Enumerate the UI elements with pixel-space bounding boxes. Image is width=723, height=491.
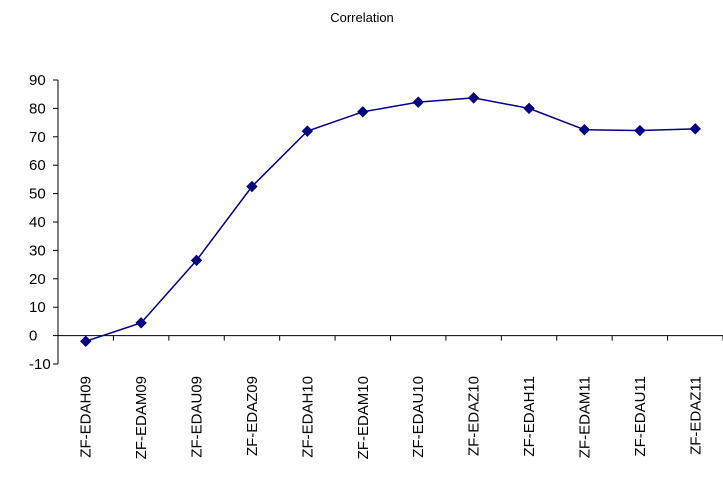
data-point-marker [523,102,535,115]
x-axis-ticks: ZF-EDAH09 ZF-EDAM09 ZF-EDAU09 ZF-EDAZ09 ZF-E… [57,335,723,459]
y-tick-label: 0 [29,328,37,345]
y-axis-ticks: -10 0 10 20 30 40 50 60 70 80 90 [29,72,58,373]
y-tick-label: 10 [29,299,46,316]
x-tick-label: ZF-EDAM09 [133,376,150,459]
axes [57,80,723,364]
x-tick-label: ZF-EDAZ09 [244,376,261,456]
data-point-marker [246,180,258,193]
y-tick-label: -10 [29,356,51,373]
data-point-marker [634,124,646,137]
x-tick-label: ZF-EDAZ11 [687,376,704,455]
data-point-marker [578,123,591,136]
data-point-marker [135,317,147,329]
x-tick-label: ZF-EDAH09 [78,376,95,458]
y-tick-label: 60 [29,157,46,174]
x-tick-label: ZF-EDAM10 [355,376,372,459]
data-point-marker [301,125,314,137]
x-tick-label: ZF-EDAU11 [632,376,649,457]
series-group [80,92,701,347]
x-tick-label: ZF-EDAH10 [299,376,316,458]
y-tick-label: 80 [29,100,46,117]
data-point-marker [412,96,424,108]
data-point-marker [80,335,92,347]
y-tick-label: 40 [29,214,46,231]
y-tick-label: 90 [29,72,46,89]
data-point-marker [357,106,369,118]
data-point-marker [689,123,701,135]
chart-title: Correlation [330,10,394,25]
y-tick-label: 70 [29,129,46,146]
y-tick-label: 50 [29,186,46,203]
x-tick-label: ZF-EDAZ10 [466,376,483,456]
x-tick-label: ZF-EDAU09 [189,376,206,458]
y-tick-label: 30 [29,242,46,259]
x-tick-label: ZF-EDAM11 [576,376,593,458]
data-point-marker [467,92,480,104]
series-line [85,97,696,342]
y-tick-label: 20 [29,271,46,288]
data-point-marker [190,254,203,267]
x-tick-label: ZF-EDAU10 [410,376,427,458]
x-tick-label: ZF-EDAH11 [521,376,538,457]
